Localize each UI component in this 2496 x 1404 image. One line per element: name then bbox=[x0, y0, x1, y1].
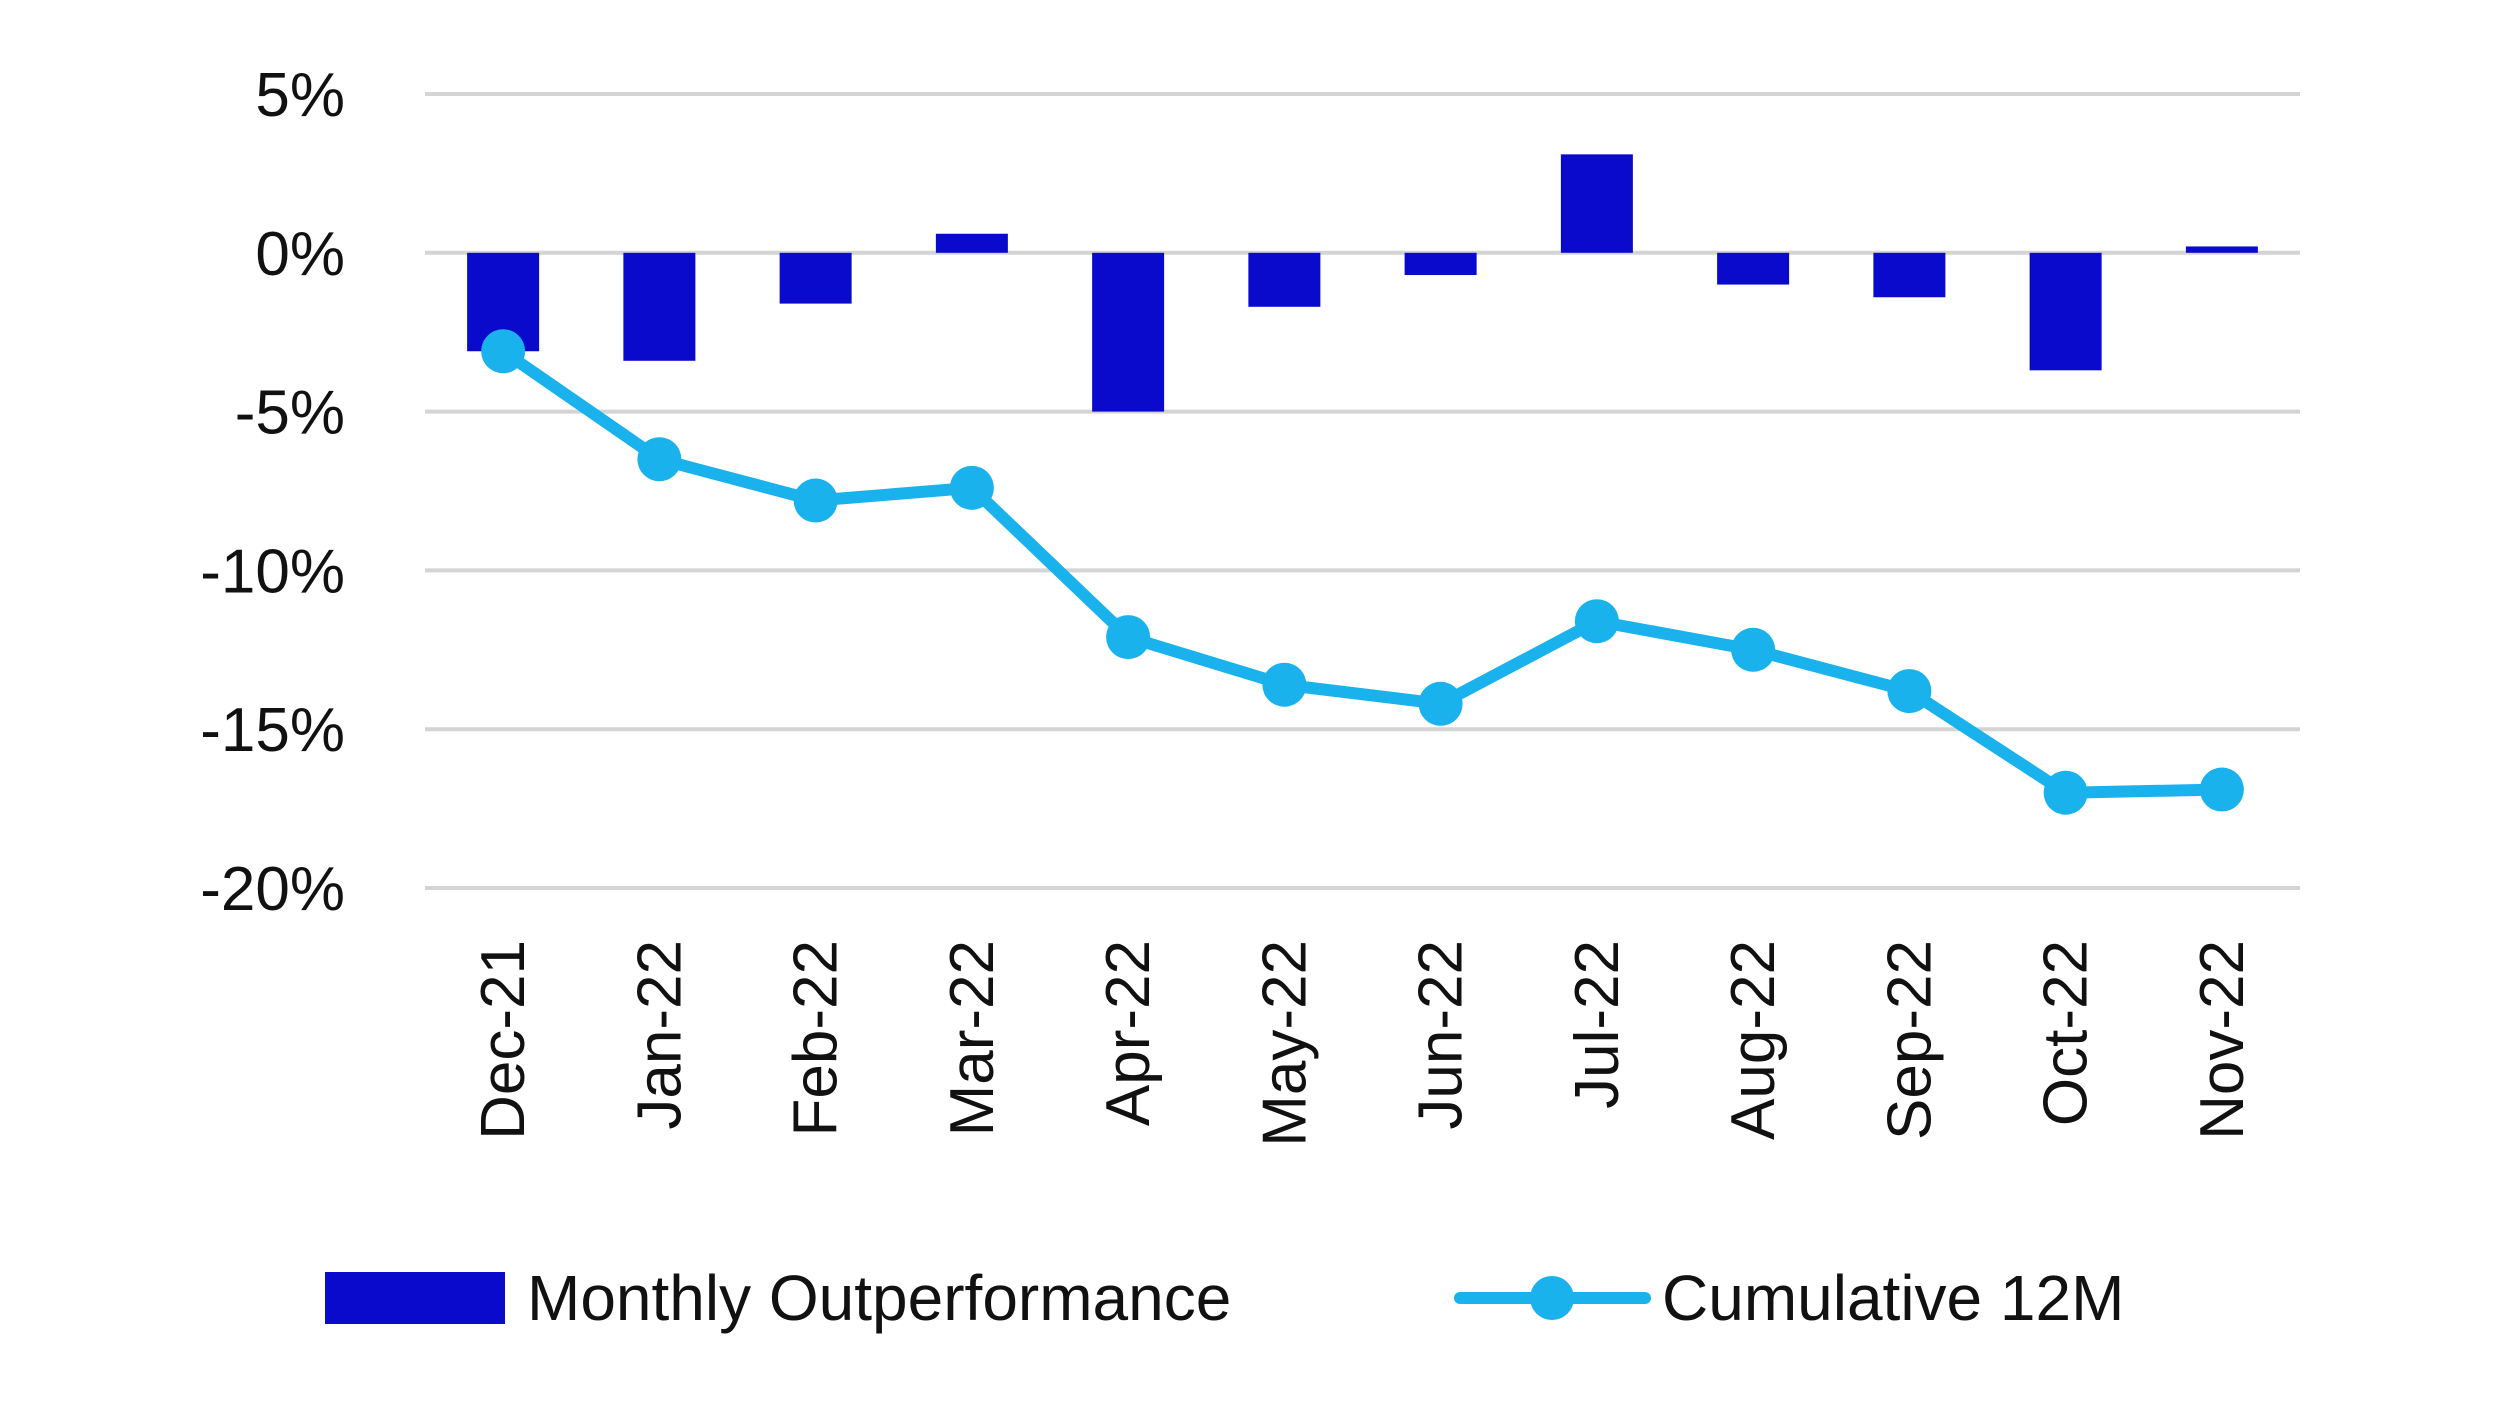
bar bbox=[2029, 252, 2102, 371]
bar bbox=[1248, 252, 1321, 307]
legend-label-cumulative: Cumulative 12M bbox=[1662, 1262, 2124, 1334]
bar bbox=[1560, 154, 1633, 253]
bar bbox=[779, 252, 852, 304]
line-point bbox=[1262, 662, 1307, 707]
bar bbox=[2185, 246, 2258, 253]
x-tick-label: Nov-22 bbox=[2188, 940, 2257, 1140]
line-point bbox=[637, 437, 682, 482]
x-tick-label: Apr-22 bbox=[1094, 940, 1163, 1126]
legend-swatch-cumulative-marker bbox=[1530, 1276, 1574, 1320]
bar bbox=[1717, 252, 1790, 285]
line-point bbox=[1418, 681, 1463, 726]
line-point bbox=[1574, 599, 1619, 644]
bar-series bbox=[467, 154, 2258, 412]
y-tick-label: -15% bbox=[200, 696, 345, 765]
line-series bbox=[481, 329, 2244, 815]
legend-label-monthly: Monthly Outperformance bbox=[527, 1262, 1231, 1334]
x-tick-label: Oct-22 bbox=[2032, 940, 2101, 1126]
legend: Monthly Outperformance Cumulative 12M bbox=[325, 1262, 2124, 1334]
y-tick-label: 5% bbox=[255, 61, 345, 130]
x-tick-label: Feb-22 bbox=[782, 940, 851, 1136]
y-tick-label: -10% bbox=[200, 537, 345, 606]
line-point bbox=[949, 465, 994, 510]
x-tick-label: Jun-22 bbox=[1407, 940, 1476, 1130]
line-point bbox=[1731, 627, 1776, 672]
x-tick-label: Sep-22 bbox=[1875, 940, 1944, 1140]
line-point bbox=[793, 478, 838, 523]
cumulative-line bbox=[497, 345, 2228, 799]
x-tick-label: Mar-22 bbox=[938, 940, 1007, 1136]
x-tick-label: Dec-21 bbox=[469, 940, 538, 1140]
gridlines bbox=[425, 92, 2300, 890]
line-point bbox=[2199, 767, 2244, 812]
bar bbox=[1873, 252, 1946, 298]
line-point bbox=[481, 329, 526, 374]
bar bbox=[623, 252, 696, 361]
y-tick-label: -5% bbox=[235, 379, 345, 448]
legend-swatch-monthly bbox=[325, 1272, 505, 1324]
line-point bbox=[1106, 615, 1151, 660]
y-tick-label: -20% bbox=[200, 855, 345, 924]
bar bbox=[1092, 252, 1165, 412]
x-tick-label: Jul-22 bbox=[1563, 940, 1632, 1109]
bar bbox=[935, 233, 1008, 253]
x-tick-label: Aug-22 bbox=[1719, 940, 1788, 1140]
bar bbox=[1404, 252, 1477, 276]
line-point bbox=[1887, 669, 1932, 714]
x-axis-ticks: Dec-21 Jan-22 Feb-22 Mar-22 Apr-22 May-22 Jun-… bbox=[469, 940, 2257, 1147]
y-tick-label: 0% bbox=[255, 220, 345, 289]
x-tick-label: May-22 bbox=[1250, 940, 1319, 1147]
line-point bbox=[2043, 770, 2088, 815]
x-tick-label: Jan-22 bbox=[625, 940, 694, 1130]
y-axis-ticks: 5% 0% -5% -10% -15% -20% bbox=[200, 61, 345, 924]
